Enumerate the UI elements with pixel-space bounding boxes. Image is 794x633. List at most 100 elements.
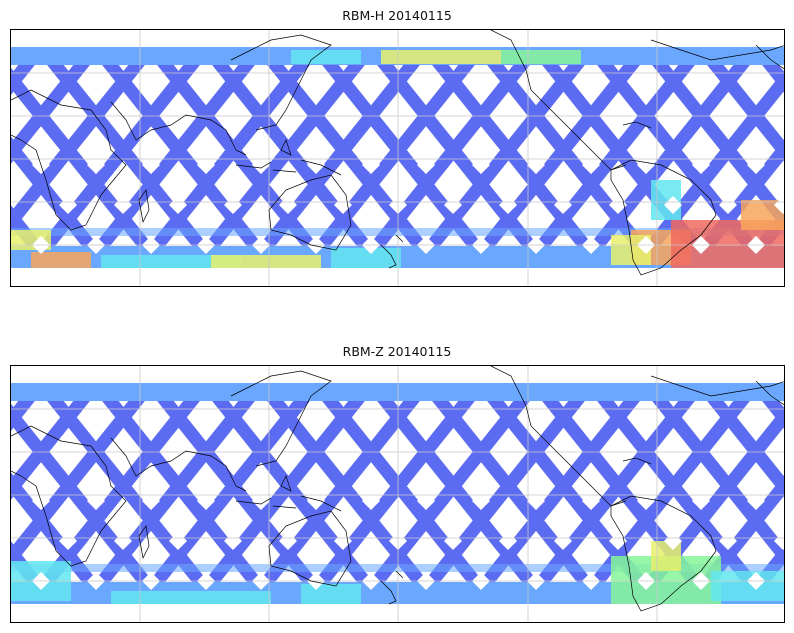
gap-cell [87, 156, 105, 174]
coastlines [11, 30, 784, 276]
gap-cell [279, 452, 297, 470]
gap-cell [472, 412, 490, 430]
gap-cell [499, 196, 517, 214]
gap-cell [307, 412, 325, 430]
gap-cell [472, 156, 490, 174]
coastline [138, 525, 150, 560]
gap-cell [472, 76, 490, 94]
gap-cell [747, 492, 765, 510]
gap-cell [307, 76, 325, 94]
coastline [622, 457, 652, 465]
gap-cell [307, 156, 325, 174]
gap-cell [224, 116, 242, 134]
gap-cell [334, 116, 352, 134]
gap-cell [499, 116, 517, 134]
coastline [268, 510, 352, 587]
coastline [380, 580, 397, 605]
gridlines [11, 30, 784, 286]
gap-cell [169, 452, 187, 470]
gap-cell [334, 452, 352, 470]
coastline [650, 39, 784, 61]
coastline [272, 169, 297, 173]
gap-cell [637, 412, 655, 430]
swath-layer [11, 383, 784, 604]
panel-title-top: RBM-H 20140115 [342, 8, 452, 23]
gap-cell [527, 412, 545, 430]
gap-cell [664, 452, 682, 470]
gap-cell [527, 156, 545, 174]
south-band [11, 228, 784, 236]
coastline [280, 139, 292, 156]
coastline [272, 505, 297, 509]
coastline [650, 375, 784, 397]
gap-cell [87, 76, 105, 94]
gap-cell [197, 492, 215, 510]
north-cap [11, 383, 784, 401]
gap-cell [609, 452, 627, 470]
gap-cell [417, 412, 435, 430]
gap-cell [554, 116, 572, 134]
gap-cell [499, 452, 517, 470]
coastline [490, 30, 627, 171]
coastline [11, 89, 127, 231]
swath-descending [11, 47, 157, 233]
gap-cell [637, 156, 655, 174]
gap-cell [279, 532, 297, 550]
gap-cell [747, 76, 765, 94]
gap-cell [362, 492, 380, 510]
coastline [268, 174, 352, 251]
gap-cell [444, 532, 462, 550]
coastline [230, 370, 332, 467]
gap-cell [609, 116, 627, 134]
gap-cell [334, 532, 352, 550]
coastline [230, 34, 332, 131]
gap-cell [142, 156, 160, 174]
anomaly-patch [111, 591, 271, 604]
swath-descending [11, 47, 47, 95]
gap-cell [664, 116, 682, 134]
coastline [280, 475, 292, 492]
gap-cell [252, 492, 270, 510]
gap-cell [252, 156, 270, 174]
gap-cell [417, 76, 435, 94]
map-canvas-top [11, 30, 784, 286]
gap-cell [59, 116, 77, 134]
gap-cell [692, 76, 710, 94]
coastline [395, 234, 404, 243]
gap-cell [197, 156, 215, 174]
swath-descending [11, 383, 102, 500]
coastline [395, 570, 404, 579]
gap-cell [224, 532, 242, 550]
gap-cell [527, 492, 545, 510]
gap-cell [279, 196, 297, 214]
gap-cell [472, 492, 490, 510]
anomaly-patch [331, 248, 401, 268]
gap-cell [582, 156, 600, 174]
gap-cell [114, 196, 132, 214]
gap-cell [59, 452, 77, 470]
gap-cell [774, 196, 784, 214]
anomaly-patch [501, 50, 581, 64]
gap-cell [197, 412, 215, 430]
gap-cell [719, 532, 737, 550]
gap-cell [279, 116, 297, 134]
south-band [11, 564, 784, 572]
gap-cell [582, 492, 600, 510]
map-bottom [10, 365, 785, 623]
coastline [138, 189, 150, 224]
anomaly-patch [291, 50, 361, 64]
gap-cell [692, 412, 710, 430]
panel-title-bottom: RBM-Z 20140115 [342, 344, 452, 359]
gap-cell [334, 196, 352, 214]
coastline [610, 495, 717, 612]
gap-cell [59, 196, 77, 214]
gap-cell [362, 156, 380, 174]
gap-cell [719, 116, 737, 134]
coastline [755, 380, 784, 406]
gap-cell [582, 412, 600, 430]
swath-descending [11, 383, 157, 569]
gap-cell [114, 452, 132, 470]
gap-cell [609, 532, 627, 550]
gap-cell [554, 452, 572, 470]
gap-cell [664, 196, 682, 214]
